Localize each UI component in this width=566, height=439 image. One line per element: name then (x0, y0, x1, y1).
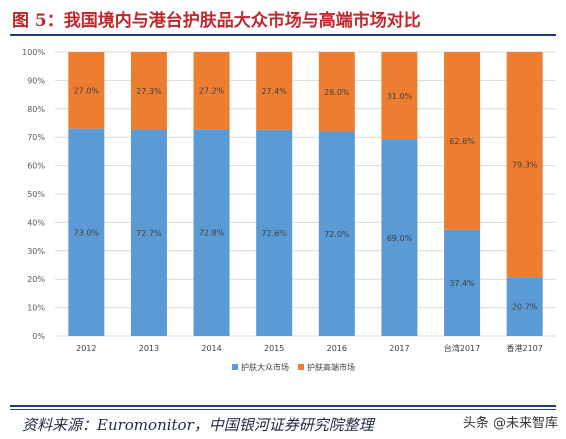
data-label: 27.2% (199, 87, 225, 96)
source-note: 资料来源：Euromonitor，中国银河证券研究院整理 (22, 416, 374, 434)
data-label: 72.7% (136, 229, 162, 238)
y-tick-label: 60% (27, 162, 45, 171)
bar-mass-market (68, 128, 105, 336)
x-tick-label: 2014 (201, 344, 221, 353)
data-label: 79.3% (512, 161, 538, 170)
legend-label: 护肤高端市场 (307, 362, 355, 372)
y-tick-label: 30% (27, 247, 45, 256)
data-label: 72.8% (199, 229, 225, 238)
bar-premium-market (68, 52, 105, 129)
bar-premium-market (193, 52, 230, 130)
data-label: 31.0% (387, 92, 413, 101)
bar-premium-market (381, 52, 418, 141)
bar-mass-market (444, 229, 481, 336)
x-tick-label: 2015 (264, 344, 284, 353)
x-tick-label: 2012 (76, 344, 96, 353)
data-label: 73.0% (74, 228, 100, 237)
legend-swatch (232, 364, 238, 370)
watermark: 头条 @未来智库 (462, 416, 558, 431)
bar-premium-market (318, 52, 355, 132)
stacked-bar-chart: 0% 10% 20% 30% 40% 50% 60% 70% 80% 90% 100% 73.0% 2… (22, 48, 556, 372)
bar-mass-market (256, 129, 293, 336)
data-label: 27.4% (261, 87, 287, 96)
x-tick-label: 2013 (139, 344, 159, 353)
y-tick-label: 70% (27, 133, 45, 142)
y-tick-label: 90% (27, 76, 45, 85)
bar-mass-market (506, 277, 543, 336)
data-label: 62.6% (449, 137, 475, 146)
data-label: 69.0% (387, 234, 413, 243)
bar-mass-market (193, 129, 230, 336)
data-label: 72.0% (324, 230, 350, 239)
data-label: 37.4% (449, 279, 475, 288)
y-tick-label: 0% (32, 332, 45, 341)
y-tick-label: 50% (27, 190, 45, 199)
footer-divider (10, 405, 556, 407)
x-tick-label: 2016 (327, 344, 347, 353)
bar-mass-market (381, 140, 418, 336)
bar-premium-market (506, 52, 543, 278)
bar-mass-market (318, 131, 355, 336)
data-label: 72.6% (261, 229, 287, 238)
y-tick-label: 80% (27, 105, 45, 114)
legend-swatch (298, 364, 304, 370)
y-tick-label: 20% (27, 275, 45, 284)
title-divider (10, 34, 556, 36)
footer-divider-thin (10, 409, 556, 410)
data-label: 20.7% (512, 303, 538, 312)
bar-premium-market (256, 52, 293, 130)
y-tick-label: 40% (27, 218, 45, 227)
chart-title: 图 5：我国境内与港台护肤品大众市场与高端市场对比 (12, 11, 421, 31)
x-tick-label: 香港2107 (507, 343, 543, 353)
bar-premium-market (444, 52, 481, 230)
bar-mass-market (130, 129, 167, 336)
bar-premium-market (130, 52, 167, 130)
data-label: 27.3% (136, 87, 162, 96)
y-tick-label: 100% (22, 48, 45, 57)
y-tick-label: 10% (27, 304, 45, 313)
legend-label: 护肤大众市场 (241, 362, 289, 372)
x-tick-label: 2017 (389, 344, 409, 353)
data-label: 27.0% (74, 86, 100, 95)
x-tick-label: 台湾2017 (444, 343, 480, 353)
data-label: 28.0% (324, 88, 350, 97)
